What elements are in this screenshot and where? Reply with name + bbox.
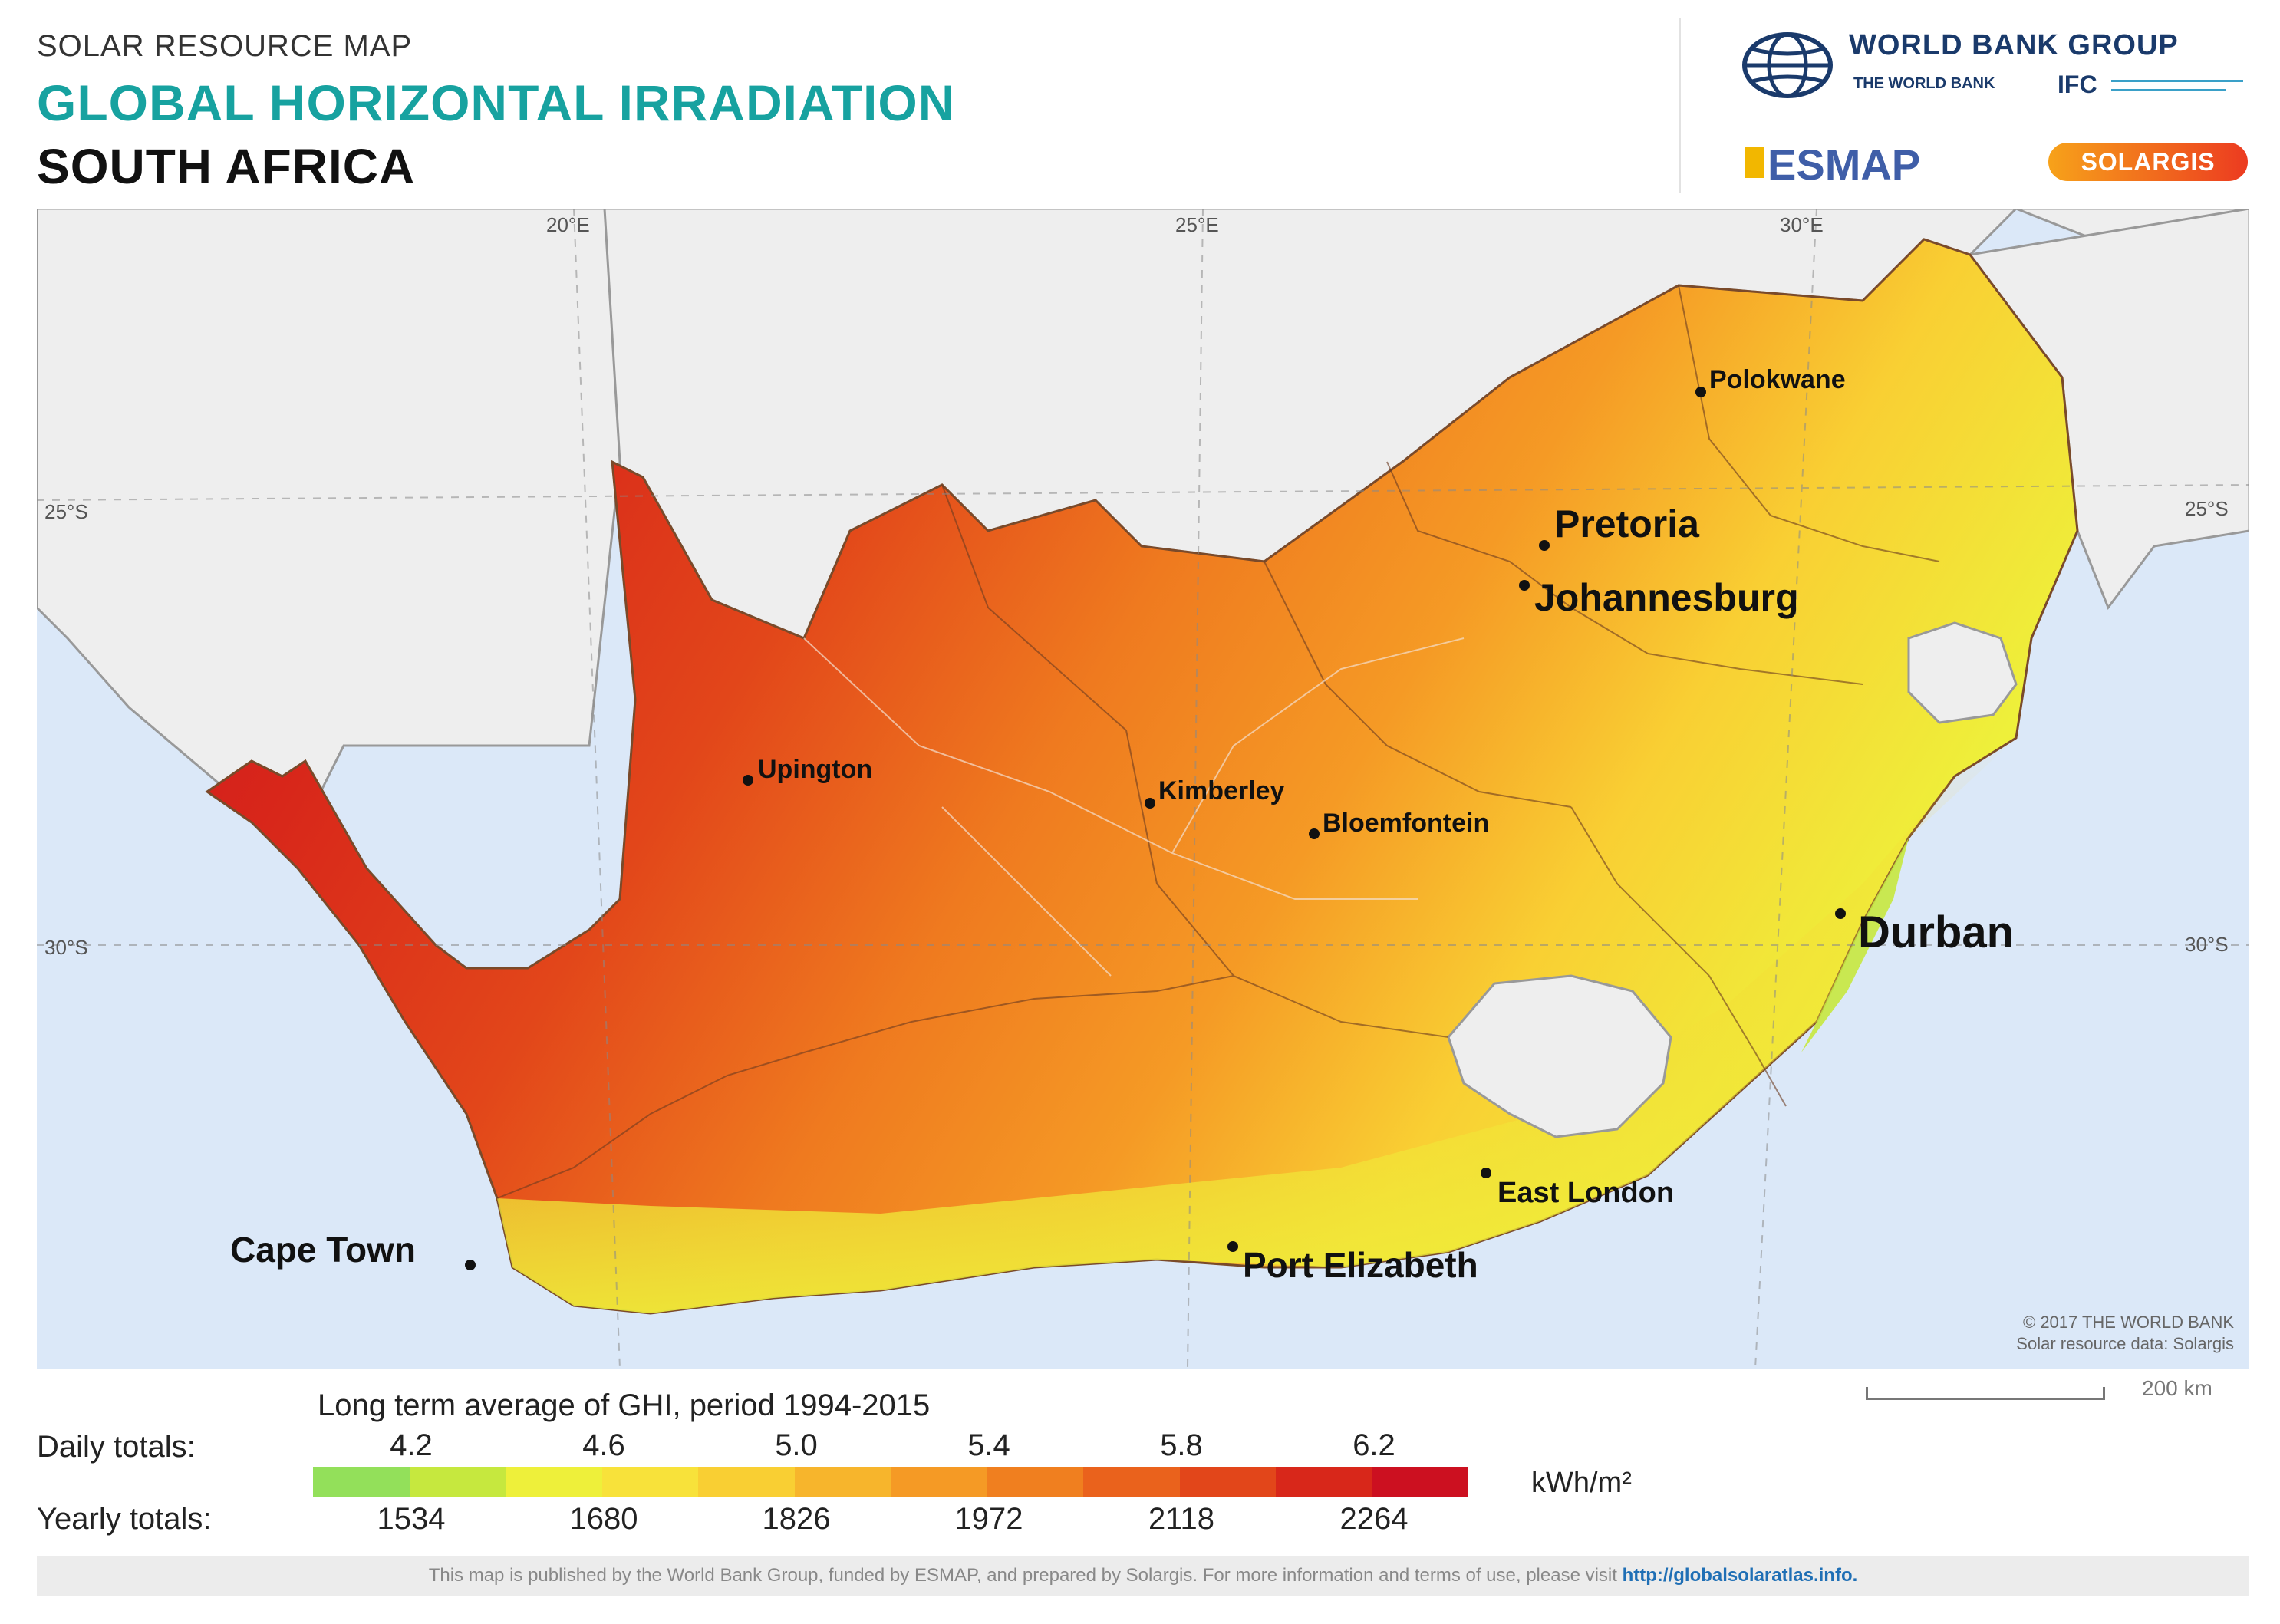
city-marker-cape-town <box>465 1260 476 1270</box>
rivers <box>803 637 1465 977</box>
esmap-logo: ESMAP <box>1768 140 1921 189</box>
latitude-label-30s-left: 30°S <box>44 936 88 959</box>
legend-daily-value: 4.2 <box>390 1428 433 1462</box>
latitude-label-30s-right: 30°S <box>2185 933 2229 956</box>
lesotho-enclave <box>1447 974 1672 1138</box>
city-label-bloemfontein: Bloemfontein <box>1323 809 1490 838</box>
map-title: GLOBAL HORIZONTAL IRRADIATION <box>37 74 956 131</box>
latitude-label-25s-left: 25°S <box>44 500 88 523</box>
footer-notice: This map is published by the World Bank … <box>37 1556 2249 1596</box>
legend-yearly-value: 1534 <box>377 1502 446 1536</box>
legend-color-swatch <box>1276 1467 1372 1497</box>
ghi-map[interactable]: 20°E 25°E 30°E 25°S 30°S 25°S 30°S Polok… <box>37 209 2249 1369</box>
legend-yearly-value: 1972 <box>954 1502 1023 1536</box>
longitude-label-30e: 30°E <box>1780 213 1824 236</box>
city-marker-polokwane <box>1695 387 1706 397</box>
legend-yearly-value: 2264 <box>1339 1502 1409 1536</box>
legend-daily-value: 4.6 <box>582 1428 625 1462</box>
map-canvas <box>37 209 2249 1369</box>
legend-color-swatch <box>313 1467 410 1497</box>
esmap-logo-mark <box>1745 147 1764 178</box>
longitude-label-25e: 25°E <box>1175 213 1219 236</box>
legend-daily-value: 6.2 <box>1353 1428 1395 1462</box>
footer-text: This map is published by the World Bank … <box>428 1565 1617 1586</box>
world-bank-logo: THE WORLD BANK <box>1853 75 1995 92</box>
world-bank-globe-icon <box>1741 31 1834 100</box>
header-divider <box>1679 18 1681 193</box>
city-marker-port-elizabeth <box>1227 1241 1238 1252</box>
ifc-logo: IFC <box>2058 71 2097 98</box>
world-bank-group-logo: WORLD BANK GROUP <box>1849 29 2179 61</box>
graticule <box>37 209 2249 1369</box>
legend-color-swatch <box>601 1467 698 1497</box>
ifc-logo-line <box>2111 80 2243 82</box>
legend-color-swatch <box>987 1467 1083 1497</box>
city-label-east-london: East London <box>1497 1177 1675 1209</box>
legend-daily-value: 5.8 <box>1160 1428 1203 1462</box>
legend-color-swatch <box>506 1467 602 1497</box>
legend-daily-label: Daily totals: <box>37 1430 196 1464</box>
map-copyright: © 2017 THE WORLD BANK Solar resource dat… <box>2016 1312 2234 1355</box>
legend-yearly-value: 1680 <box>569 1502 638 1536</box>
legend-yearly-value: 1826 <box>762 1502 831 1536</box>
neighbour-land-namibia-coast <box>37 209 621 793</box>
city-label-kimberley: Kimberley <box>1158 776 1285 805</box>
country-name: SOUTH AFRICA <box>37 139 416 194</box>
legend-daily-value: 5.0 <box>775 1428 818 1462</box>
footer-link[interactable]: http://globalsolaratlas.info. <box>1622 1565 1858 1586</box>
legend-color-swatch <box>1179 1467 1276 1497</box>
city-marker-upington <box>743 775 753 786</box>
legend-unit: kWh/m² <box>1531 1467 1632 1499</box>
eswatini-enclave <box>1907 621 2018 724</box>
legend-color-swatch <box>891 1467 987 1497</box>
city-marker-pretoria <box>1539 540 1550 551</box>
legend-daily-value: 5.4 <box>967 1428 1010 1462</box>
copyright-source-line: Solar resource data: Solargis <box>2016 1334 2234 1353</box>
city-label-cape-town: Cape Town <box>230 1230 416 1270</box>
map-kicker: SOLAR RESOURCE MAP <box>37 29 413 63</box>
city-label-pretoria: Pretoria <box>1554 502 1699 545</box>
city-label-polokwane: Polokwane <box>1709 365 1846 394</box>
solargis-logo: SOLARGIS <box>2048 143 2248 181</box>
city-label-port-elizabeth: Port Elizabeth <box>1243 1245 1478 1285</box>
legend-color-swatch <box>1083 1467 1180 1497</box>
legend-color-swatch <box>794 1467 891 1497</box>
ifc-logo-line <box>2111 89 2226 91</box>
legend-title: Long term average of GHI, period 1994-20… <box>318 1388 931 1422</box>
city-label-upington: Upington <box>758 755 873 784</box>
legend-color-swatch <box>1372 1467 1468 1497</box>
city-marker-kimberley <box>1145 798 1155 809</box>
city-label-johannesburg: Johannesburg <box>1534 576 1799 619</box>
province-boundaries <box>496 285 1940 1199</box>
city-label-durban: Durban <box>1858 908 2014 957</box>
scale-bar <box>1866 1387 2105 1400</box>
city-marker-johannesburg <box>1519 580 1530 591</box>
legend-color-bar <box>313 1467 1468 1497</box>
legend-yearly-value: 2118 <box>1148 1502 1214 1536</box>
city-marker-durban <box>1835 908 1846 919</box>
legend-yearly-label: Yearly totals: <box>37 1502 212 1536</box>
copyright-line: © 2017 THE WORLD BANK <box>2023 1313 2234 1332</box>
scale-bar-label: 200 km <box>2142 1376 2212 1400</box>
legend-color-swatch <box>409 1467 506 1497</box>
legend-color-swatch <box>698 1467 795 1497</box>
latitude-label-25s-right: 25°S <box>2185 497 2229 520</box>
city-marker-east-london <box>1481 1168 1491 1178</box>
city-marker-bloemfontein <box>1309 828 1320 839</box>
coastal-low-irradiation-band <box>497 738 2016 1313</box>
longitude-label-20e: 20°E <box>546 213 590 236</box>
